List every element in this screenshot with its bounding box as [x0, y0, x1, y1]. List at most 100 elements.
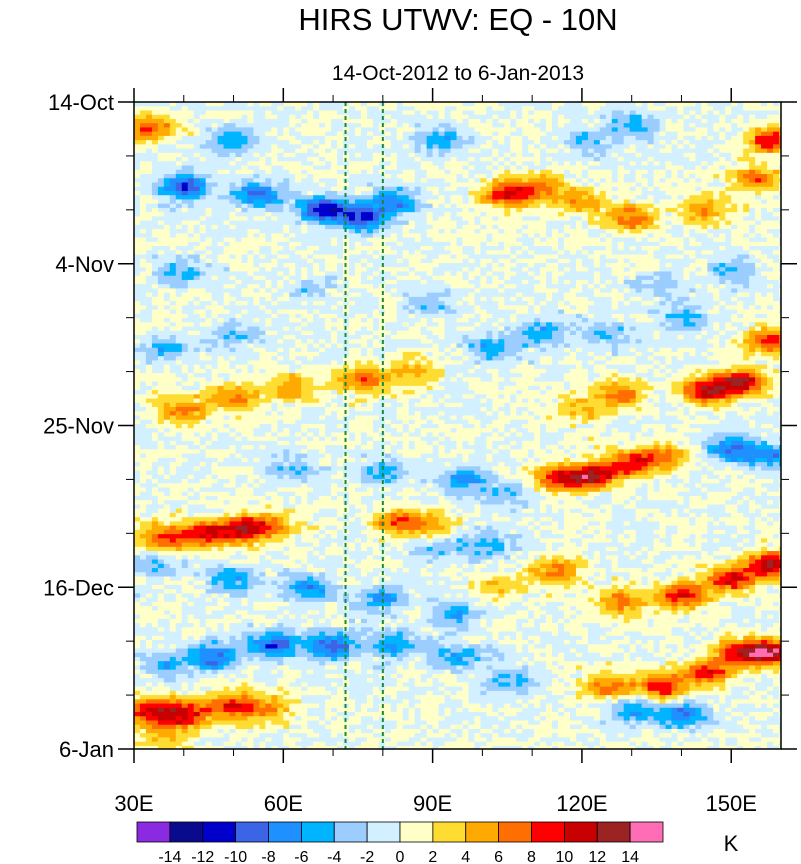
heatmap-cell [259, 563, 266, 569]
heatmap-cell [325, 106, 332, 112]
heatmap-cell [283, 529, 290, 535]
heatmap-cell [145, 199, 153, 205]
heatmap-cell [295, 309, 302, 315]
heatmap-cell [181, 157, 189, 162]
heatmap-cell [169, 169, 177, 175]
heatmap-cell [313, 580, 320, 586]
heatmap-cell [295, 390, 302, 395]
heatmap-cell [151, 216, 159, 222]
heatmap-cell [163, 597, 171, 603]
heatmap-cell [289, 661, 296, 667]
heatmap-cell [271, 504, 278, 510]
heatmap-cell [235, 517, 243, 522]
heatmap-cell [301, 466, 308, 472]
heatmap-cell [229, 432, 237, 438]
heatmap-cell [211, 305, 219, 311]
heatmap-cell [271, 567, 278, 573]
heatmap-cell [277, 673, 284, 679]
heatmap-cell [235, 661, 243, 667]
heatmap-cell [211, 525, 219, 531]
heatmap-cell [145, 563, 153, 569]
heatmap-cell [265, 394, 272, 400]
heatmap-cell [211, 152, 219, 158]
heatmap-cell [271, 360, 278, 366]
heatmap-cell [217, 479, 225, 484]
heatmap-cell [277, 360, 284, 366]
heatmap-cell [134, 165, 141, 171]
heatmap-cell [193, 606, 201, 611]
heatmap-cell [139, 445, 147, 450]
heatmap-cell [289, 237, 296, 243]
heatmap-cell [253, 271, 261, 277]
heatmap-cell [271, 517, 278, 522]
heatmap-cell [289, 686, 296, 692]
heatmap-cell [241, 555, 249, 561]
heatmap-cell [211, 135, 219, 141]
heatmap-cell [229, 313, 237, 319]
heatmap-cell [265, 610, 272, 616]
heatmap-cell [271, 661, 278, 667]
heatmap-cell [271, 525, 278, 531]
heatmap-cell [187, 449, 195, 455]
heatmap-cell [175, 309, 183, 315]
heatmap-cell [223, 432, 231, 438]
heatmap-cell [223, 470, 231, 476]
heatmap-cell [319, 178, 326, 184]
heatmap-cell [259, 661, 266, 667]
heatmap-cell [139, 288, 147, 294]
heatmap-cell [259, 529, 266, 535]
heatmap-cell [157, 415, 165, 421]
heatmap-cell [253, 351, 261, 357]
heatmap-cell [265, 237, 272, 243]
heatmap-cell [241, 377, 249, 383]
heatmap-cell [145, 190, 153, 196]
heatmap-cell [217, 504, 225, 510]
heatmap-cell [253, 411, 261, 417]
heatmap-cell [151, 551, 159, 556]
heatmap-cell [205, 267, 213, 273]
heatmap-cell [265, 169, 272, 175]
heatmap-cell [247, 271, 255, 277]
heatmap-cell [289, 690, 296, 696]
heatmap-cell [134, 110, 141, 116]
heatmap-cell [181, 415, 189, 421]
heatmap-cell [301, 351, 308, 357]
heatmap-cell [145, 601, 153, 607]
heatmap-cell [193, 678, 201, 683]
heatmap-cell [223, 423, 231, 429]
heatmap-cell [277, 648, 284, 654]
heatmap-cell [187, 296, 195, 302]
heatmap-cell [163, 720, 171, 726]
heatmap-cell [271, 593, 278, 599]
heatmap-cell [325, 495, 332, 501]
heatmap-cell [229, 720, 237, 726]
heatmap-cell [259, 246, 266, 251]
heatmap-cell [229, 631, 237, 637]
heatmap-cell [134, 567, 141, 573]
heatmap-cell [259, 131, 266, 137]
heatmap-cell [277, 686, 284, 692]
heatmap-cell [235, 457, 243, 463]
heatmap-cell [169, 360, 177, 366]
heatmap-cell [283, 339, 290, 345]
heatmap-cell [289, 415, 296, 421]
heatmap-cell [205, 402, 213, 408]
heatmap-cell [134, 487, 141, 493]
heatmap-cell [205, 720, 213, 726]
heatmap-cell [187, 534, 195, 539]
heatmap-cell [139, 593, 147, 599]
heatmap-cell [163, 161, 171, 167]
heatmap-cell [325, 500, 332, 506]
heatmap-cell [163, 601, 171, 607]
heatmap-cell [307, 669, 314, 675]
heatmap-cell [169, 563, 177, 569]
heatmap-cell [301, 411, 308, 417]
heatmap-cell [193, 576, 201, 582]
heatmap-cell [134, 267, 141, 273]
heatmap-cell [265, 178, 272, 184]
heatmap-cell [271, 551, 278, 556]
heatmap-cell [193, 335, 201, 340]
heatmap-cell [283, 360, 290, 366]
heatmap-cell [169, 279, 177, 285]
heatmap-cell [235, 449, 243, 455]
